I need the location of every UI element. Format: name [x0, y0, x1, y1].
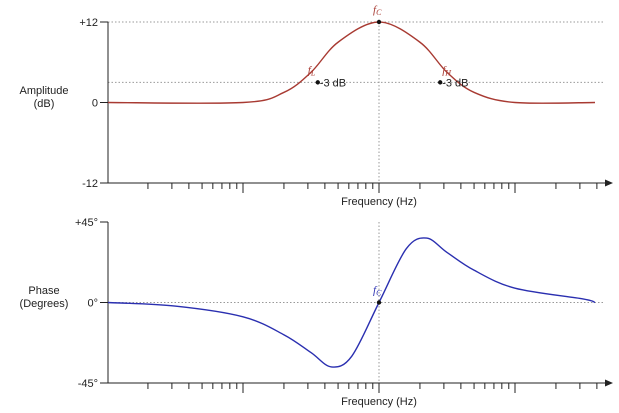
amplitude-y-tick-label: +12 — [79, 17, 98, 29]
amplitude-x-axis-arrow — [605, 179, 613, 187]
amplitude-annotation-fL: fL — [308, 64, 316, 77]
amplitude-x-axis-label: Frequency (Hz) — [341, 196, 417, 208]
phase-y-axis-label: (Degrees) — [20, 298, 69, 310]
amplitude-annotation-fH: fH — [442, 64, 452, 77]
phase-x-axis-arrow — [605, 379, 613, 387]
phase-y-tick-label: -45° — [78, 378, 98, 390]
amplitude-series-line-0 — [107, 21, 596, 104]
amplitude-y-axis-label: (dB) — [34, 98, 55, 110]
amplitude-annotation-note-fH: -3 dB — [442, 77, 468, 89]
phase-y-axis-label: Phase — [28, 285, 59, 297]
amplitude-y-tick-label: -12 — [82, 178, 98, 190]
phase-annotation-point-fC — [376, 300, 382, 305]
amplitude-annotation-note-fL: -3 dB — [320, 77, 346, 89]
amplitude-annotation-fC: fC — [373, 4, 382, 17]
amplitude-annotation-point-fH — [438, 80, 443, 85]
amplitude-annotation-point-fC — [376, 19, 382, 25]
amplitude-annotation-point-fL — [315, 80, 320, 85]
phase-y-tick-label: 0° — [87, 298, 98, 310]
phase-y-tick-label: +45° — [75, 217, 98, 229]
phase-annotation-fC: fC — [373, 285, 382, 298]
amplitude-y-axis-label: Amplitude — [20, 85, 69, 97]
phase-x-axis-label: Frequency (Hz) — [341, 396, 417, 408]
amplitude-y-tick-label: 0 — [92, 98, 98, 110]
